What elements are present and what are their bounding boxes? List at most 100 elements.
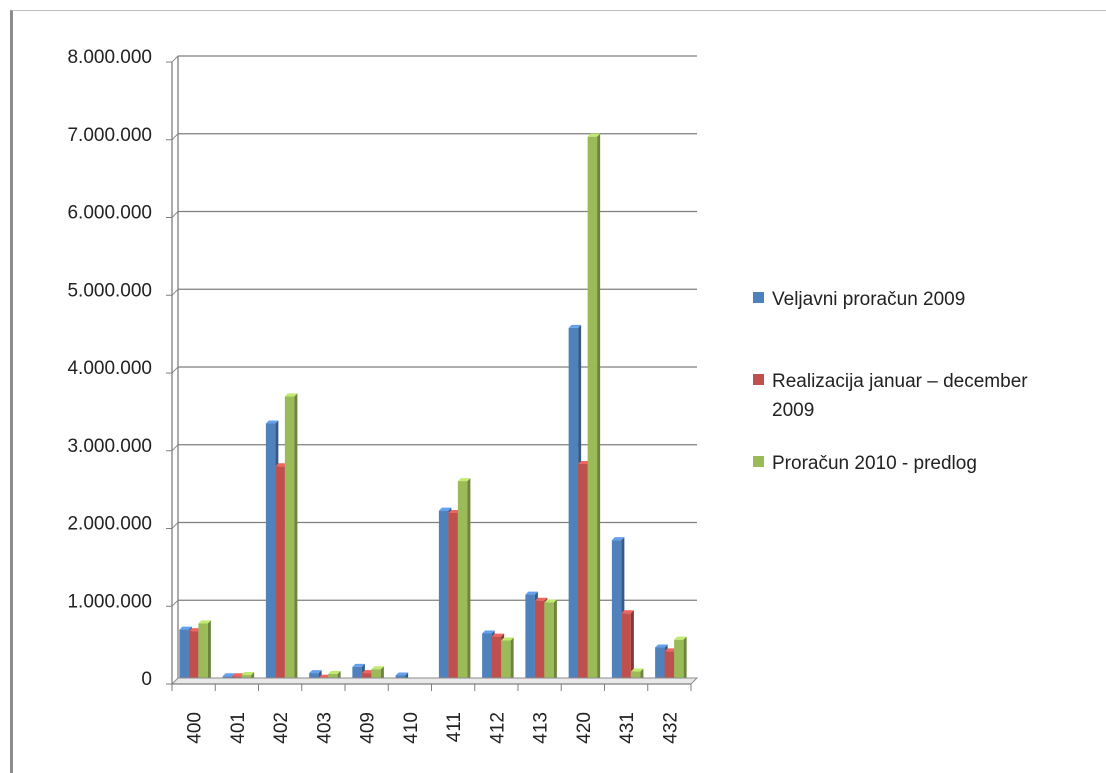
bar-front [664,651,675,684]
bar-top [578,460,591,464]
bar-top [241,672,255,676]
bar-top [501,637,514,641]
y-tick-label: 3.000.000 [67,436,152,457]
axes [166,56,699,691]
bar-top [328,670,341,674]
bar-top [457,478,471,482]
legend-swatch-proracun-2010 [753,456,764,467]
bar-side [683,636,687,684]
y-tick-label: 8.000.000 [67,47,152,68]
y-tick-label: 0 [141,669,152,690]
x-tick-label: 402 [271,712,292,744]
chart-floor [170,677,699,685]
bar-top [309,670,322,674]
bar-front [188,631,199,684]
bar-front [525,594,535,684]
gridline-depth [171,288,179,296]
bar-top [568,324,582,328]
gridline-depth [171,366,179,374]
bar-front [655,647,665,684]
bar-side [630,610,634,684]
bar-top [438,507,452,511]
legend-label-veljavni: Veljavni proračun 2009 [772,289,965,310]
bar-top [352,663,365,667]
bar-front [621,613,631,684]
bar-top [448,509,461,513]
bar-top [587,133,601,137]
bar-top [232,673,245,677]
bar-front [198,623,208,684]
bar-top [275,463,288,467]
bar-top [265,420,279,424]
bar-top [371,666,384,670]
bar-front [284,396,295,684]
bar-top [664,648,678,652]
bar-top [318,674,332,678]
x-tick-label: 401 [228,712,249,744]
bar-front [371,669,381,684]
legend: Veljavni proračun 2009 Realizacija janua… [753,289,1028,474]
bar-side [553,599,557,684]
x-tick-label: 410 [401,712,422,744]
bar-top [482,630,495,634]
x-tick-label: 400 [185,712,206,744]
gridline-depth [171,522,179,529]
bar-side [467,478,471,684]
bar-front [568,327,579,684]
chart-frame [10,10,1106,773]
gridline-depth [171,55,179,63]
bar-top [525,591,538,595]
legend-label-realizacija-line1: Realizacija januar – december [772,371,1028,392]
y-tick-label: 6.000.000 [67,203,152,224]
bar-top [534,597,548,601]
y-tick-label: 4.000.000 [67,358,152,379]
legend-label-realizacija-line2: 2009 [772,400,814,421]
x-tick-labels: 400 401 402 403 409 410 411 412 413 420 431 432 [185,712,682,744]
bar-front [611,540,622,684]
bar-front [352,666,362,684]
bar-front [179,629,189,684]
x-tick-label: 420 [574,712,595,744]
bar-top [611,537,625,541]
bar-top [630,668,644,672]
bar-top [222,673,236,677]
bar-top [361,670,375,674]
y-tick-label: 5.000.000 [67,280,152,301]
bar-front [491,636,502,684]
bar-front [275,466,285,684]
bar-front [438,510,449,684]
gridline-depth [171,599,179,607]
bar-top [544,599,557,603]
bar-front [448,512,458,684]
bar-side [597,133,601,684]
bar-front [482,633,492,684]
legend-swatch-realizacija [753,374,764,385]
bar-front [534,600,545,684]
x-tick-label: 411 [444,712,465,742]
gridline-depth [171,133,179,141]
bar-front [674,639,684,684]
x-tick-label: 412 [487,712,508,744]
bar-top [491,633,505,637]
y-tick-labels: 0 1.000.000 2.000.000 3.000.000 4.000.000 5.0… [67,47,152,690]
bars [179,133,687,684]
bar-side [207,620,211,684]
gridlines [171,55,697,607]
bar-front [544,602,554,684]
legend-label-proracun-2010: Proračun 2010 - predlog [772,453,977,474]
gridline-depth [171,444,179,452]
bar-front [587,136,598,684]
bar-top [179,626,192,630]
x-tick-label: 409 [358,712,379,744]
bar-top [284,393,298,397]
gridline-depth [171,211,179,218]
bar-top [674,636,687,640]
x-tick-label: 403 [314,712,335,744]
bar-front [501,640,511,684]
bar-top [188,628,202,632]
bar-top [198,620,211,624]
bar-front [265,423,276,684]
bar-top [655,644,668,648]
bar-side [294,393,298,684]
